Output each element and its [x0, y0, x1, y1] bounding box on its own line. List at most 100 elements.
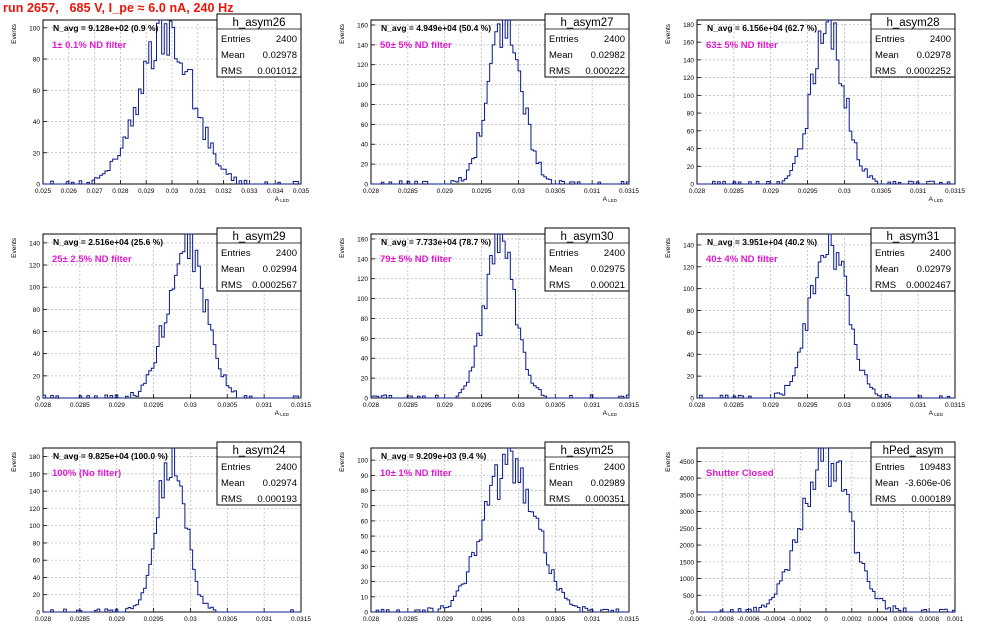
y-tick-label: 80 [361, 316, 369, 323]
y-tick-label: 80 [33, 57, 41, 64]
stat-value: 2400 [930, 34, 951, 45]
y-tick-label: 1500 [680, 559, 695, 566]
stat-value: 2400 [276, 462, 297, 473]
x-tick-label: 0.029 [763, 402, 780, 409]
x-tick-label: 0.0285 [398, 188, 418, 195]
x-tick-label: 0.031 [256, 402, 273, 409]
stat-value: 0.02975 [591, 264, 625, 275]
x-tick-label: 0.03 [184, 402, 197, 409]
stats-box [544, 441, 630, 506]
stats-box [216, 13, 302, 78]
histogram-line [42, 233, 301, 399]
x-tick-label: 0.0305 [217, 616, 237, 622]
y-tick-label: 2500 [680, 526, 695, 533]
y-tick-label: 60 [361, 518, 369, 525]
y-tick-label: 160 [29, 471, 40, 478]
y-tick-label: 2000 [680, 543, 695, 550]
x-tick-label: 0.028 [112, 188, 129, 195]
y-tick-label: 20 [33, 150, 41, 157]
y-tick-label: 120 [683, 264, 694, 271]
y-tick-label: 100 [29, 25, 40, 32]
histogram-panel-h_asym28: 0.028 0.0285 0.029 0.0295 0.03 0.0305 0.031 0.0… [665, 13, 965, 203]
x-tick-label: -0.001 [688, 616, 707, 622]
stat-key: Mean [875, 50, 899, 61]
n-avg-label: N_avg = 4.949e+04 (50.4 %) [381, 23, 491, 33]
x-tick-label: 0.0285 [398, 402, 418, 409]
y-tick-label: 140 [357, 256, 368, 263]
stat-key: Entries [221, 248, 251, 259]
n-avg-label: N_avg = 2.516e+04 (25.6 %) [53, 237, 163, 247]
filter-label: Shutter Closed [706, 468, 774, 479]
stats-box [544, 13, 630, 78]
x-axis-label: A LED [929, 196, 944, 203]
y-tick-label: 20 [361, 376, 369, 383]
filter-label: 50± 5% ND filter [380, 40, 452, 51]
stat-value: 0.000222 [585, 66, 625, 77]
stat-key: Entries [875, 34, 905, 45]
y-tick-label: 20 [33, 592, 41, 599]
histogram-panel-h_asym26: 0.025 0.026 0.027 0.028 0.029 0.03 0.031 0.032 0… [11, 13, 310, 203]
x-tick-label: 0.025 [35, 188, 52, 195]
y-tick-label: 20 [687, 164, 695, 171]
x-tick-label: 0.0285 [70, 616, 90, 622]
stat-key: Mean [221, 478, 245, 489]
stats-box [216, 441, 302, 506]
x-tick-label: 0.029 [138, 188, 155, 195]
x-tick-label: 0.031 [910, 402, 927, 409]
y-tick-label: 1000 [680, 576, 695, 583]
stats-box [870, 227, 956, 292]
y-tick-label: 80 [687, 111, 695, 118]
stat-value: 2400 [604, 462, 625, 473]
stat-key: RMS [875, 494, 896, 505]
x-tick-label: 0.028 [689, 402, 706, 409]
x-tick-label: 0.029 [437, 188, 454, 195]
x-tick-label: 0.0285 [724, 402, 744, 409]
x-tick-label: 0.001 [947, 616, 964, 622]
y-tick-label: 50 [361, 534, 369, 541]
x-axis-label: A LED [603, 410, 618, 417]
histogram-line [697, 447, 956, 613]
stat-key: Entries [221, 462, 251, 473]
x-tick-label: -0.0004 [763, 616, 785, 622]
y-tick-label: 0 [36, 610, 40, 617]
y-tick-label: 40 [33, 575, 41, 582]
y-tick-label: 140 [357, 42, 368, 49]
x-tick-label: 0.0305 [217, 402, 237, 409]
x-tick-label: 0.0305 [545, 188, 565, 195]
y-tick-label: 120 [29, 263, 40, 270]
stats-box [870, 441, 956, 506]
filter-label: 25± 2.5% ND filter [52, 254, 132, 265]
x-tick-label: 0.0295 [144, 402, 164, 409]
stat-key: RMS [549, 66, 570, 77]
stat-key: Mean [549, 50, 573, 61]
x-tick-label: 0.03 [512, 188, 525, 195]
stats-box [216, 227, 302, 292]
y-tick-label: 0 [364, 610, 368, 617]
filter-label: 100% (No filter) [52, 468, 121, 479]
x-tick-label: 0.03 [166, 188, 179, 195]
stat-value: 0.02989 [591, 478, 625, 489]
stat-value: 0.0002252 [906, 66, 951, 77]
y-tick-label: 100 [29, 523, 40, 530]
stat-value: 0.001012 [257, 66, 297, 77]
x-tick-label: 0.029 [763, 188, 780, 195]
stat-value: 2400 [930, 248, 951, 259]
y-tick-label: 100 [357, 82, 368, 89]
x-tick-label: 0.03 [512, 402, 525, 409]
y-tick-label: 40 [33, 119, 41, 126]
stat-value: -3.606e-06 [905, 478, 951, 489]
y-tick-label: 0 [36, 182, 40, 189]
y-axis-label: Events [665, 237, 672, 258]
y-tick-label: 120 [357, 276, 368, 283]
stats-box [544, 227, 630, 292]
stat-value: 0.02978 [263, 50, 297, 61]
x-tick-label: 0.0002 [842, 616, 862, 622]
stat-key: RMS [221, 66, 242, 77]
histogram-panel-h_asym25: 0.028 0.0285 0.029 0.0295 0.03 0.0305 0.031 0.0… [339, 441, 639, 622]
y-tick-label: 160 [357, 236, 368, 243]
histogram-name: h_asym28 [886, 17, 939, 29]
stat-value: 2400 [604, 248, 625, 259]
y-axis-label: Events [339, 23, 346, 44]
stat-key: RMS [875, 66, 896, 77]
y-tick-label: 0 [364, 396, 368, 403]
